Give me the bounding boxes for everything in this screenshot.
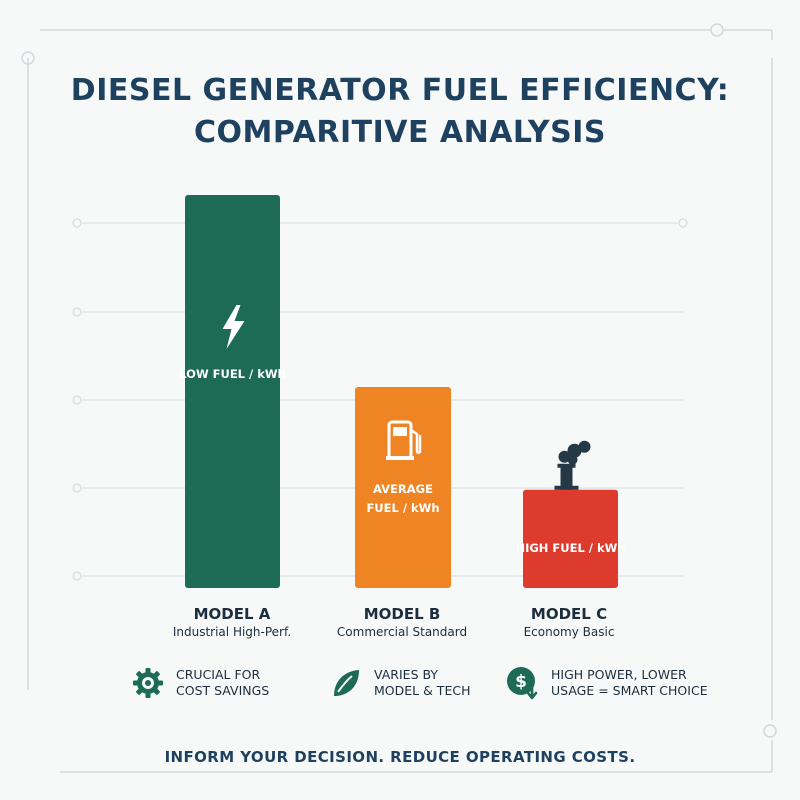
model-b-label: MODEL B Commercial Standard [312, 604, 492, 640]
bar-model-b [355, 387, 451, 588]
fuel-pump-icon [386, 420, 422, 461]
model-b-subtitle: Commercial Standard [336, 625, 468, 639]
note-smart-choice: $ HIGH POWER, LOWER USAGE = SMART CHOICE [505, 665, 708, 701]
note-cost-savings-line-1: CRUCIAL FOR [176, 667, 261, 682]
model-a-subtitle: Industrial High-Perf. [172, 625, 292, 639]
bar-model-a [185, 195, 280, 588]
gridline-end-dot [72, 571, 82, 581]
note-varies: VARIES BY MODEL & TECH [328, 665, 470, 701]
model-c-name: MODEL C [530, 605, 608, 623]
model-b-name: MODEL B [363, 605, 441, 623]
gridline-end-dot [72, 395, 82, 405]
gridline-end-dot [678, 218, 688, 228]
note-cost-savings: CRUCIAL FOR COST SAVINGS [130, 665, 269, 701]
bar-label: LOW FUEL / kWh [179, 367, 286, 381]
note-smart-choice-line-2: USAGE = SMART CHOICE [551, 683, 708, 698]
model-a-name: MODEL A [193, 605, 271, 623]
bar-model-c [523, 489, 618, 588]
page-title: DIESEL GENERATOR FUEL EFFICIENCY: COMPAR… [0, 70, 800, 154]
note-varies-line-2: MODEL & TECH [374, 683, 471, 698]
gridline-end-dot [72, 218, 82, 228]
dollar-down-icon: $ [507, 667, 538, 700]
model-a-label: MODEL A Industrial High-Perf. [142, 604, 322, 640]
note-smart-choice-line-1: HIGH POWER, LOWER [551, 667, 687, 682]
leaf-icon [334, 670, 359, 696]
lightning-icon [222, 305, 245, 349]
title-line-2: COMPARITIVE ANALYSIS [194, 115, 606, 150]
title-line-1: DIESEL GENERATOR FUEL EFFICIENCY: [70, 73, 730, 108]
svg-text:$: $ [515, 672, 527, 692]
model-c-label: MODEL C Economy Basic [479, 604, 659, 640]
bar-label: FUEL / kWh [366, 501, 439, 515]
gridline-end-dot [72, 483, 82, 493]
bar-label: AVERAGE [373, 482, 433, 496]
gear-icon [133, 668, 163, 698]
model-c-subtitle: Economy Basic [523, 625, 615, 639]
smokestack-icon [554, 440, 591, 490]
footer-tagline: INFORM YOUR DECISION. REDUCE OPERATING C… [164, 748, 636, 766]
bar-label: HIGH FUEL / kWh [515, 541, 625, 555]
note-cost-savings-line-2: COST SAVINGS [176, 683, 270, 698]
note-varies-line-1: VARIES BY [374, 667, 439, 682]
gridline-end-dot [72, 307, 82, 317]
